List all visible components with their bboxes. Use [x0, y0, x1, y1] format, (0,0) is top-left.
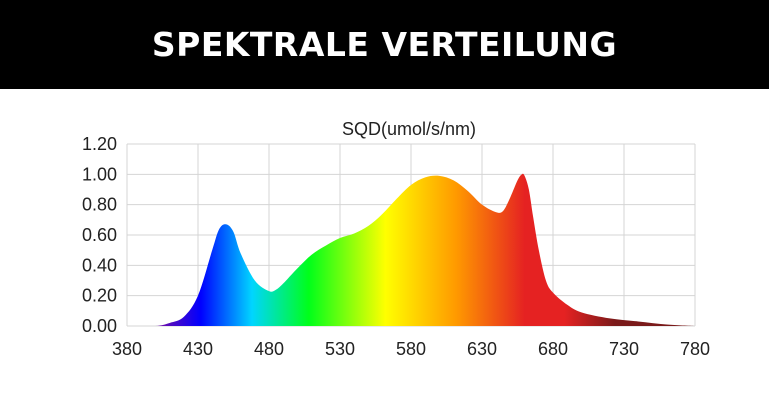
y-tick-label: 1.20	[82, 134, 117, 154]
x-tick-label: 580	[396, 339, 426, 359]
x-axis-ticks: 380 430 480 530 580 630 680 730 780	[112, 339, 710, 359]
header-banner: SPEKTRALE VERTEILUNG	[0, 0, 769, 89]
x-tick-label: 780	[680, 339, 710, 359]
chart-area: SQD(umol/s/nm) 0.00 0.20 0.40 0.60 0.80 1.00 1…	[0, 89, 769, 406]
x-tick-label: 680	[538, 339, 568, 359]
spectrum-series	[127, 173, 695, 326]
y-tick-label: 0.80	[82, 195, 117, 215]
x-tick-label: 480	[254, 339, 284, 359]
spectral-chart: SQD(umol/s/nm) 0.00 0.20 0.40 0.60 0.80 1.00 1…	[82, 119, 710, 359]
x-tick-label: 430	[183, 339, 213, 359]
y-tick-label: 0.60	[82, 225, 117, 245]
y-tick-label: 0.00	[82, 316, 117, 336]
y-axis-ticks: 0.00 0.20 0.40 0.60 0.80 1.00 1.20	[82, 134, 117, 336]
x-tick-label: 630	[467, 339, 497, 359]
spectrum-area	[127, 173, 695, 326]
page-title: SPEKTRALE VERTEILUNG	[151, 25, 618, 64]
x-tick-label: 380	[112, 339, 142, 359]
y-tick-label: 0.20	[82, 286, 117, 306]
x-tick-label: 530	[325, 339, 355, 359]
y-tick-label: 1.00	[82, 164, 117, 184]
x-tick-label: 730	[609, 339, 639, 359]
y-tick-label: 0.40	[82, 255, 117, 275]
chart-title: SQD(umol/s/nm)	[342, 119, 476, 139]
